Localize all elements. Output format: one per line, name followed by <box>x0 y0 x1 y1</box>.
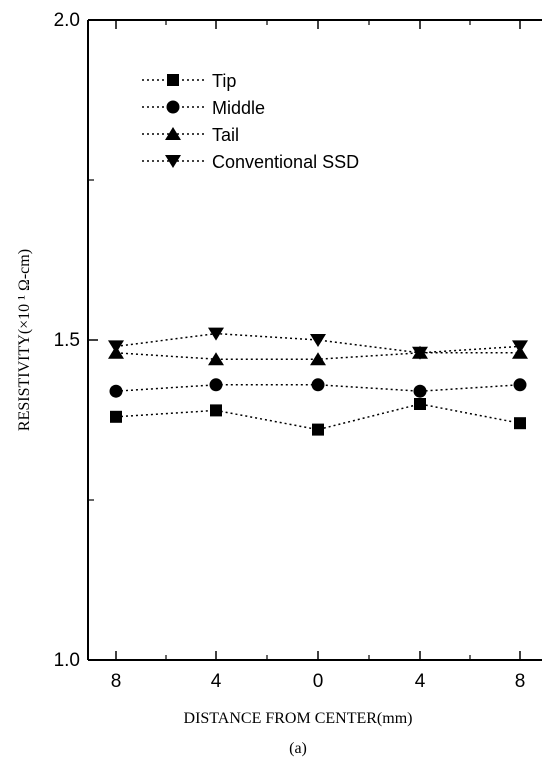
legend: Tip Middle Tail Conventional SSD <box>142 71 359 172</box>
y-tick-label: 1.0 <box>54 650 80 671</box>
y-tick-label: 2.0 <box>54 10 80 31</box>
x-tick-label: 0 <box>313 671 324 692</box>
data-point <box>311 378 325 392</box>
x-tick-label: 4 <box>415 671 426 692</box>
data-point <box>209 378 223 392</box>
data-point <box>412 346 428 360</box>
legend-marker <box>165 127 181 140</box>
x-axis-title: DISTANCE FROM CENTER(mm) <box>184 710 413 727</box>
series-tip <box>110 398 526 436</box>
legend-label: Middle <box>212 98 265 118</box>
data-point <box>514 417 526 430</box>
legend-marker <box>166 100 180 114</box>
legend-item-middle: Middle <box>142 98 265 118</box>
data-point <box>512 340 528 354</box>
data-point <box>110 410 122 423</box>
legend-item-tail: Tail <box>142 125 239 145</box>
series-tail <box>108 345 528 366</box>
figure-caption: (a) <box>289 740 307 757</box>
series-line <box>115 384 521 392</box>
legend-label: Tail <box>212 125 239 145</box>
data-point <box>312 423 324 436</box>
y-tick-label: 1.5 <box>54 330 80 351</box>
legend-item-conventional-ssd: Conventional SSD <box>142 152 359 172</box>
x-tick-label: 8 <box>111 671 122 692</box>
data-point <box>210 404 222 417</box>
y-axis-title: RESISTIVITY(×10 ¹ Ω-cm) <box>16 249 33 431</box>
data-point <box>513 378 527 392</box>
data-point <box>310 334 326 347</box>
legend-item-tip: Tip <box>142 71 236 91</box>
data-point <box>108 340 124 354</box>
series-line <box>115 403 521 431</box>
series-line <box>115 352 520 360</box>
x-tick-label: 4 <box>211 671 222 692</box>
legend-label: Tip <box>212 71 236 91</box>
data-point <box>414 398 426 410</box>
data-point <box>310 352 326 366</box>
legend-marker <box>167 74 179 86</box>
data-point <box>208 327 224 341</box>
series-middle <box>109 378 527 398</box>
series-group <box>108 327 528 436</box>
data-point <box>413 384 427 398</box>
legend-label: Conventional SSD <box>212 152 359 172</box>
data-point <box>109 384 123 398</box>
x-tick-label: 8 <box>515 671 526 692</box>
axes: 1.0 1.5 2.0 8 4 0 4 8 <box>54 10 542 692</box>
series-conventional-ssd <box>108 327 528 360</box>
data-point <box>208 352 224 366</box>
legend-marker <box>165 155 181 168</box>
